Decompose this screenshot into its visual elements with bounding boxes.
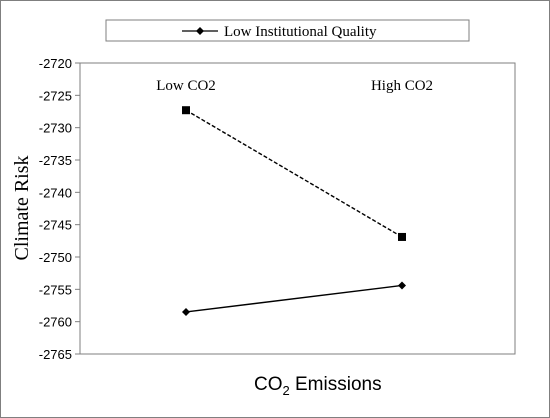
legend-diamond-marker (196, 27, 204, 35)
y-axis: -2720 -2725 -2730 -2735 -2740 -2745 -2750 -2755… (39, 56, 80, 362)
data-point-square (398, 232, 406, 241)
x-axis-title: CO2 Emissions (254, 374, 382, 398)
legend-label: Low Institutional Quality (224, 24, 377, 40)
data-point-diamond (398, 281, 406, 290)
y-tick-label: -2735 (39, 153, 72, 168)
y-tick-label: -2755 (39, 282, 72, 297)
legend: Low Institutional Quality (105, 19, 470, 42)
legend-box (105, 19, 470, 42)
y-tick-label: -2740 (39, 185, 72, 200)
y-tick-label: -2720 (39, 56, 72, 71)
y-tick-label: -2745 (39, 218, 72, 233)
x-axis-title-main: CO (254, 374, 283, 395)
plot-area (79, 62, 516, 355)
y-tick-label: -2765 (39, 347, 72, 362)
y-tick-label: -2750 (39, 250, 72, 265)
series-line-1 (185, 284, 403, 313)
y-axis-title: Climate Risk (11, 156, 33, 261)
series-layer (182, 106, 406, 316)
x-axis-title-subscript: 2 (283, 383, 290, 398)
series-line-0 (185, 109, 403, 238)
category-label: High CO2 (371, 78, 433, 94)
y-tick-label: -2730 (39, 121, 72, 136)
data-point-square (182, 106, 190, 115)
y-tick-label: -2760 (39, 315, 72, 330)
category-labels: Low CO2 High CO2 (156, 78, 433, 94)
y-tick-label: -2725 (39, 88, 72, 103)
data-point-diamond (182, 307, 190, 316)
category-label: Low CO2 (156, 78, 216, 94)
x-axis-title-rest: Emissions (290, 374, 382, 395)
